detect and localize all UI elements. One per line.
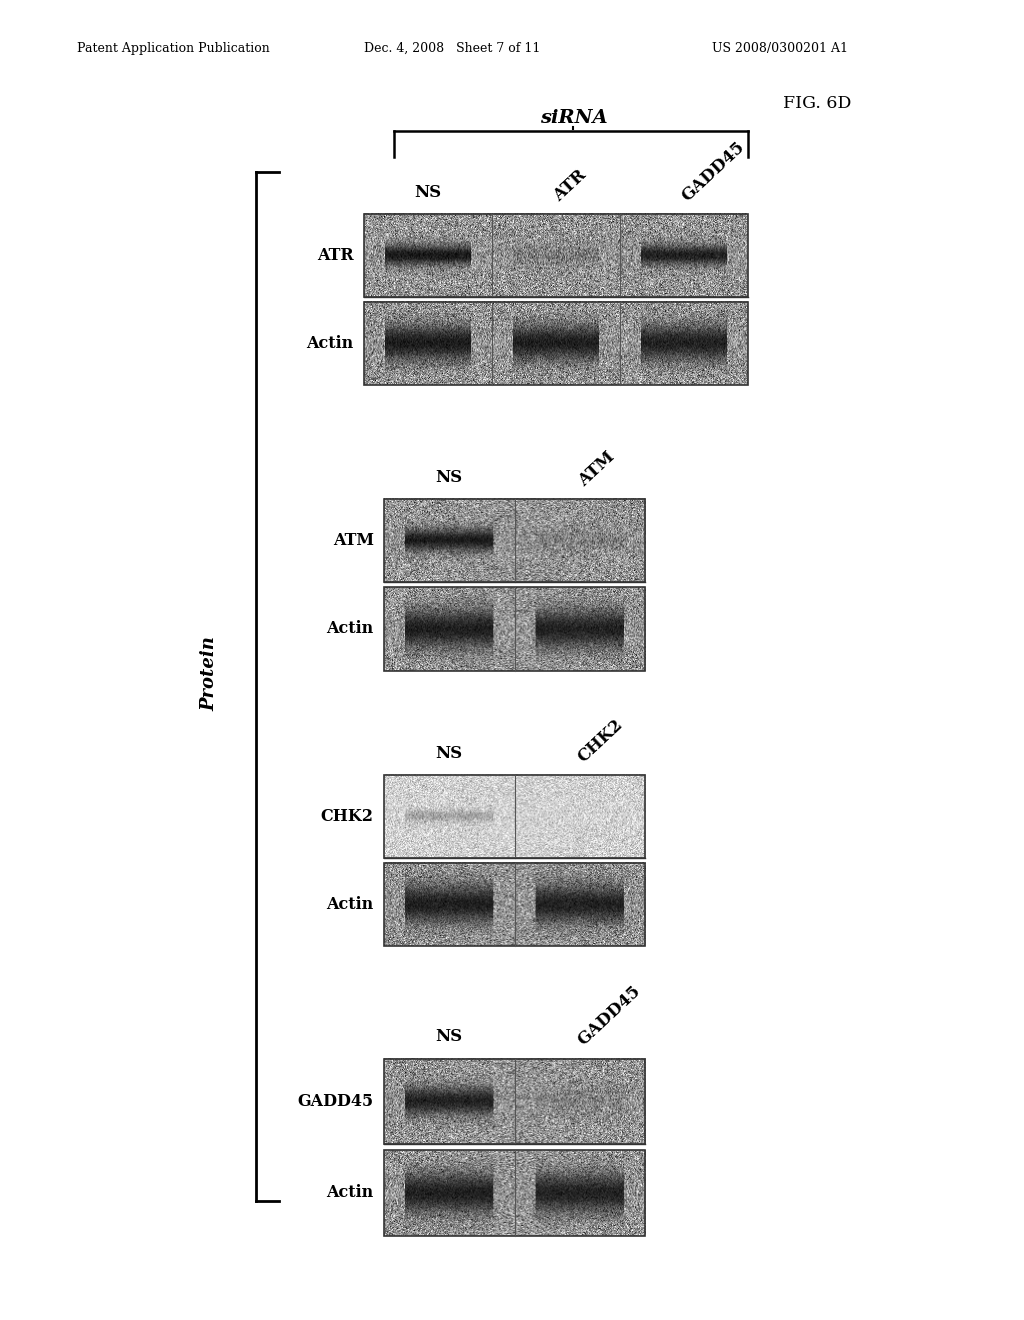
Text: GADD45: GADD45: [678, 139, 748, 205]
Text: US 2008/0300201 A1: US 2008/0300201 A1: [712, 42, 848, 55]
Text: ATM: ATM: [574, 447, 617, 490]
Text: Actin: Actin: [327, 896, 374, 913]
Text: Patent Application Publication: Patent Application Publication: [77, 42, 269, 55]
Bar: [364, 302, 748, 385]
Text: Dec. 4, 2008   Sheet 7 of 11: Dec. 4, 2008 Sheet 7 of 11: [364, 42, 540, 55]
Text: Protein: Protein: [201, 636, 219, 710]
Text: FIG. 6D: FIG. 6D: [783, 95, 852, 112]
Text: Actin: Actin: [327, 620, 374, 638]
Text: ATM: ATM: [333, 532, 374, 549]
Text: CHK2: CHK2: [574, 715, 627, 766]
Text: ATR: ATR: [316, 247, 353, 264]
Bar: [384, 1150, 645, 1236]
Text: CHK2: CHK2: [321, 808, 374, 825]
Text: NS: NS: [436, 1028, 463, 1045]
Bar: [384, 587, 645, 671]
Text: GADD45: GADD45: [574, 983, 644, 1049]
Bar: [384, 775, 645, 858]
Bar: [384, 499, 645, 582]
Text: NS: NS: [414, 183, 441, 201]
Text: NS: NS: [436, 744, 463, 762]
Bar: [384, 1059, 645, 1144]
Text: GADD45: GADD45: [298, 1093, 374, 1110]
Bar: [364, 214, 748, 297]
Text: NS: NS: [436, 469, 463, 486]
Text: Actin: Actin: [327, 1184, 374, 1201]
Text: ATR: ATR: [550, 166, 590, 205]
Text: Actin: Actin: [306, 335, 353, 352]
Text: siRNA: siRNA: [540, 108, 607, 127]
Bar: [384, 863, 645, 946]
